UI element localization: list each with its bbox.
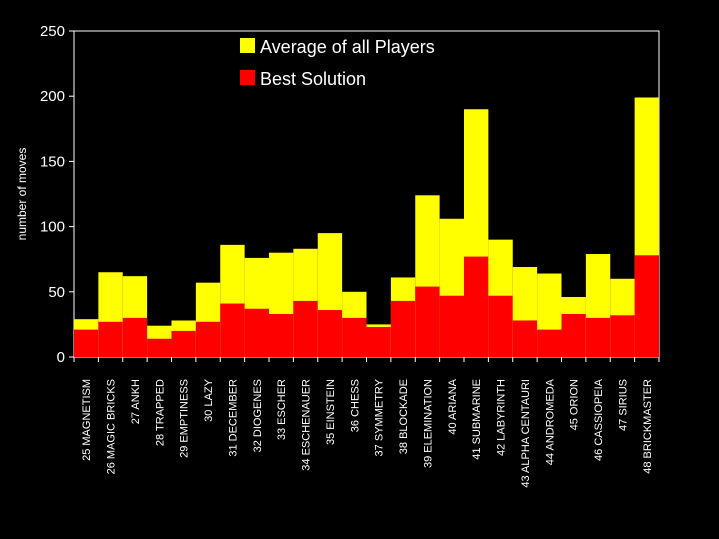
- x-category-label: 41 SUBMARINE: [471, 379, 483, 460]
- y-tick-label: 0: [57, 349, 65, 366]
- bar-best: [610, 315, 635, 357]
- x-category-label: 45 ORION: [569, 379, 581, 430]
- legend-label-average: Average of all Players: [260, 37, 435, 57]
- y-tick-label: 100: [40, 219, 65, 236]
- y-tick-label: 250: [40, 23, 65, 40]
- x-category-label: 35 EINSTEIN: [325, 379, 337, 445]
- bar-best: [439, 295, 464, 357]
- x-category-label: 29 EMPTINESS: [179, 379, 191, 458]
- bar-best: [317, 310, 343, 357]
- bar-best: [537, 329, 562, 357]
- legend-swatch-best: [240, 70, 255, 85]
- bar-best: [512, 320, 538, 357]
- x-category-label: 42 LABYRINTH: [496, 379, 508, 456]
- bar-best: [171, 330, 196, 357]
- x-category-label: 31 DECEMBER: [227, 379, 239, 457]
- x-category-label: 38 BLOCKADE: [398, 379, 410, 454]
- bar-best: [98, 321, 123, 357]
- x-category-label: 47 SIRIUS: [617, 379, 629, 431]
- x-category-label: 25 MAGNETISM: [81, 379, 93, 461]
- x-category-label: 40 ARIANA: [447, 378, 459, 434]
- bar-best: [122, 317, 148, 357]
- bar-best: [415, 286, 440, 357]
- bar-best: [293, 300, 318, 357]
- x-category-label: 36 CHESS: [349, 379, 361, 432]
- x-category-label: 37 SYMMETRY: [374, 378, 386, 456]
- legend-label-best: Best Solution: [260, 69, 366, 89]
- x-category-label: 33 ESCHER: [276, 379, 288, 440]
- y-axis-label: number of moves: [15, 148, 29, 241]
- bar-best: [488, 295, 513, 357]
- legend-swatch-average: [240, 38, 255, 53]
- legend-box: [235, 32, 457, 95]
- x-category-label: 48 BRICKMASTER: [642, 379, 654, 474]
- x-category-label: 43 ALPHA CENTAURI: [520, 379, 532, 488]
- x-category-label: 44 ANDROMEDA: [544, 378, 556, 465]
- bar-best: [74, 329, 99, 357]
- y-tick-label: 200: [40, 88, 65, 105]
- x-category-label: 34 ESCHENAUER: [301, 379, 313, 471]
- x-category-label: 46 CASSIOPEIA: [593, 378, 605, 461]
- x-category-label: 39 ELEMINATION: [422, 379, 434, 468]
- bar-best: [366, 327, 391, 357]
- bar-best: [244, 308, 269, 357]
- bar-best: [147, 338, 172, 357]
- y-tick-label: 50: [48, 284, 65, 301]
- bar-best: [195, 321, 221, 357]
- x-category-label: 32 DIOGENES: [252, 379, 264, 452]
- bar-best: [561, 313, 586, 357]
- y-tick-label: 150: [40, 153, 65, 170]
- bar-best: [464, 256, 489, 357]
- bar-best: [390, 300, 416, 357]
- bar-best: [585, 317, 611, 357]
- bar-best: [634, 255, 659, 357]
- bar-best: [342, 317, 367, 357]
- x-category-label: 27 ANKH: [130, 379, 142, 424]
- legend: Average of all Players Best Solution: [235, 32, 457, 95]
- bar-best: [220, 303, 245, 357]
- x-category-label: 28 TRAPPED: [154, 379, 166, 446]
- bar-best: [269, 313, 294, 357]
- x-category-label: 26 MAGIC BRICKS: [106, 379, 118, 474]
- x-category-label: 30 LAZY: [203, 378, 215, 421]
